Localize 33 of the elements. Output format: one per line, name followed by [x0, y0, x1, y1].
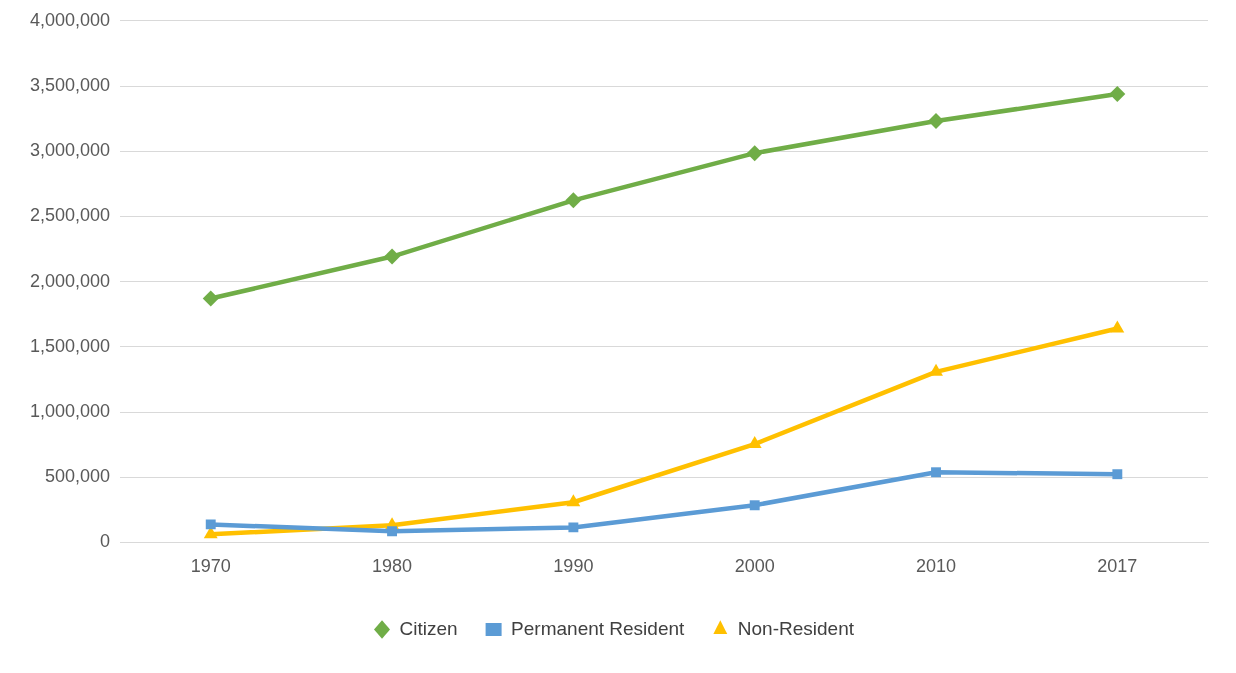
point: [749, 500, 760, 511]
x-tick-label: 2010: [916, 556, 957, 577]
x-tick-label: 2000: [734, 556, 775, 577]
legend-label: Permanent Resident: [511, 617, 686, 639]
point: [565, 192, 582, 209]
y-tick-label: 3,000,000: [30, 140, 111, 161]
point: [568, 522, 579, 533]
legend-label: Non-Resident: [737, 617, 855, 639]
point: [205, 519, 216, 530]
x-tick-label: 1990: [553, 556, 594, 577]
point: [928, 113, 945, 130]
point: [202, 290, 219, 307]
y-tick-label: 1,000,000: [30, 400, 111, 421]
y-tick-label: 500,000: [45, 466, 111, 487]
legend-label: Citizen: [399, 617, 458, 639]
y-tick-label: 3,500,000: [30, 74, 111, 95]
y-tick-label: 0: [100, 531, 111, 552]
y-tick-label: 2,500,000: [30, 205, 111, 226]
point: [746, 145, 763, 162]
x-tick-label: 1980: [372, 556, 413, 577]
point: [929, 363, 943, 376]
y-tick-label: 2,000,000: [30, 270, 111, 291]
point: [1112, 469, 1123, 480]
point: [387, 526, 398, 537]
point: [384, 248, 401, 265]
point: [1109, 86, 1126, 103]
x-tick-label: 1970: [190, 556, 231, 577]
point: [566, 494, 581, 507]
point: [1110, 320, 1125, 333]
point: [931, 467, 941, 478]
y-tick-label: 4,000,000: [30, 9, 111, 30]
x-tick-label: 2017: [1097, 556, 1138, 577]
y-tick-label: 1,500,000: [30, 335, 111, 356]
